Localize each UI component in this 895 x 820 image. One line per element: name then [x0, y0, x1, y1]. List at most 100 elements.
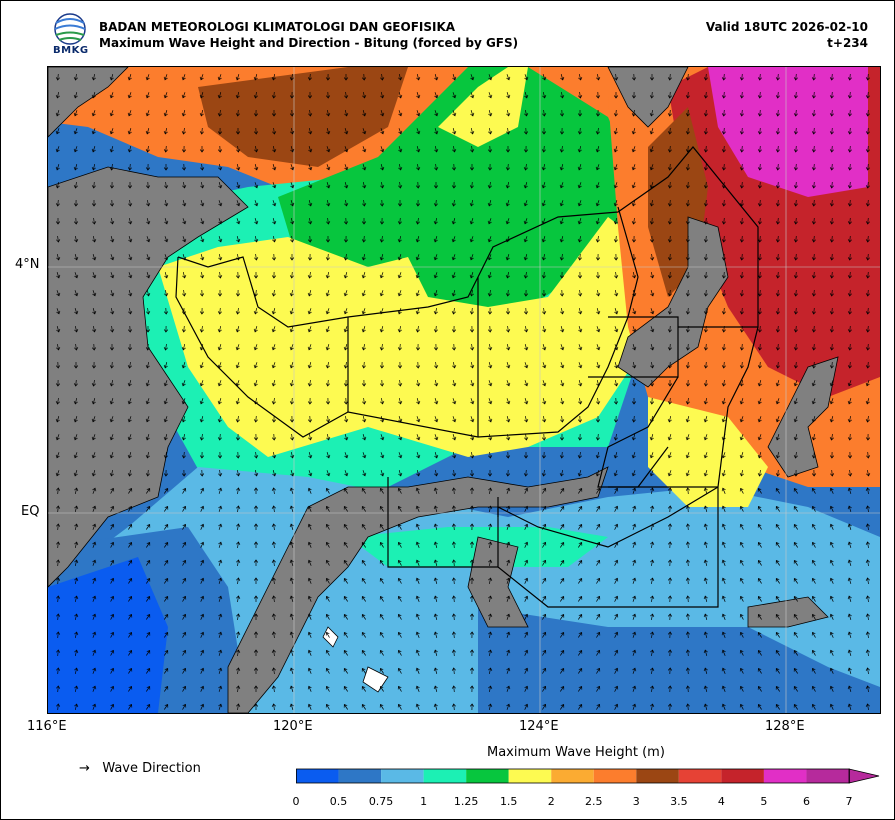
wave-arrow [793, 271, 798, 279]
wave-arrow [847, 235, 852, 243]
wave-arrow [632, 577, 637, 584]
wave-arrow [560, 613, 565, 620]
wave-arrow [559, 164, 564, 171]
wave-arrow [181, 344, 186, 351]
wave-arrow [793, 685, 798, 692]
wave-arrow [469, 217, 474, 225]
wave-arrow [434, 146, 439, 153]
wave-arrow [235, 415, 240, 423]
wave-arrow [469, 271, 474, 279]
wave-arrow [236, 470, 241, 477]
wave-arrow [757, 361, 762, 369]
wave-arrow [847, 307, 852, 315]
wave-arrow [56, 685, 61, 693]
wave-arrow [506, 649, 511, 656]
wave-arrow [775, 685, 780, 692]
wave-arrow [199, 91, 204, 99]
wave-arrow [613, 253, 619, 261]
wave-arrow [128, 199, 133, 207]
wave-arrow [847, 451, 853, 459]
wave-arrow [560, 595, 565, 602]
wave-arrow [379, 631, 384, 638]
wave-arrow [145, 181, 151, 189]
wave-arrow [325, 343, 330, 351]
wave-arrow [577, 470, 582, 477]
wave-arrow [218, 469, 223, 477]
wave-arrow [271, 685, 276, 693]
wave-arrow [398, 128, 403, 135]
logo-text: BMKG [53, 45, 89, 56]
wave-arrow [631, 434, 636, 441]
wave-arrow [200, 163, 205, 171]
land-island-south [322, 626, 389, 693]
wave-arrow [146, 307, 151, 315]
wave-arrow [218, 523, 223, 530]
wave-arrow [200, 523, 205, 530]
wave-arrow [56, 271, 61, 279]
wave-arrow [703, 398, 708, 405]
wave-arrow [74, 541, 79, 548]
wave-arrow [650, 613, 655, 620]
wave-arrow [847, 703, 852, 711]
wave-arrow [650, 505, 655, 512]
wave-arrow [649, 74, 655, 81]
wave-arrow [92, 649, 97, 656]
wave-arrow [811, 398, 816, 405]
wave-arrow [524, 595, 529, 602]
wave-arrow [110, 487, 115, 494]
wave-arrow [307, 613, 312, 620]
wave-arrow [721, 470, 726, 477]
wave-arrow [451, 290, 456, 297]
wave-arrow [379, 559, 384, 566]
wave-arrow [811, 415, 816, 423]
wave-arrow [415, 487, 420, 494]
wave-arrow [55, 470, 60, 477]
wave-arrow [290, 218, 295, 225]
wave-arrow [739, 470, 744, 477]
wave-arrow [614, 271, 619, 279]
wave-arrow [632, 613, 637, 620]
wave-arrow [667, 577, 673, 585]
wave-arrow [326, 128, 331, 135]
wave-arrow [685, 289, 690, 297]
wave-arrow [434, 397, 439, 405]
wave-arrow [847, 487, 852, 495]
wave-arrow [487, 254, 492, 261]
wave-arrow [398, 379, 403, 387]
wave-arrow [109, 74, 114, 81]
wave-arrow [415, 703, 420, 710]
wave-arrow [290, 452, 295, 459]
wave-arrow [271, 505, 276, 513]
wave-arrow [793, 667, 798, 674]
wave-arrow [739, 307, 744, 315]
wave-arrow [344, 164, 349, 171]
wave-arrow [199, 416, 204, 423]
wave-arrow [757, 416, 762, 423]
wave-arrow [361, 73, 367, 81]
wave-arrow [793, 361, 798, 369]
wave-arrow [829, 577, 834, 584]
wave-arrow [596, 326, 601, 333]
wave-arrow [865, 667, 870, 675]
wave-arrow [164, 667, 169, 674]
wave-arrow [325, 505, 330, 512]
wave-arrow [523, 271, 528, 279]
wave-arrow [542, 343, 547, 351]
wave-arrow [703, 253, 708, 261]
wave-arrow [452, 146, 457, 153]
wave-arrow [542, 92, 547, 99]
wave-arrow [523, 200, 528, 207]
wave-arrow [145, 163, 151, 171]
wave-arrow [811, 289, 816, 297]
wave-arrow [398, 452, 403, 459]
wave-arrow [524, 523, 529, 530]
wave-arrow [326, 200, 331, 207]
wave-arrow [667, 505, 673, 513]
wave-arrow [343, 559, 348, 566]
wave-arrow [110, 325, 115, 333]
wave-arrow [685, 253, 690, 261]
wave-arrow [685, 199, 690, 207]
wave-arrow [200, 254, 205, 261]
wave-arrow [128, 614, 133, 620]
wave-arrow [847, 505, 852, 513]
